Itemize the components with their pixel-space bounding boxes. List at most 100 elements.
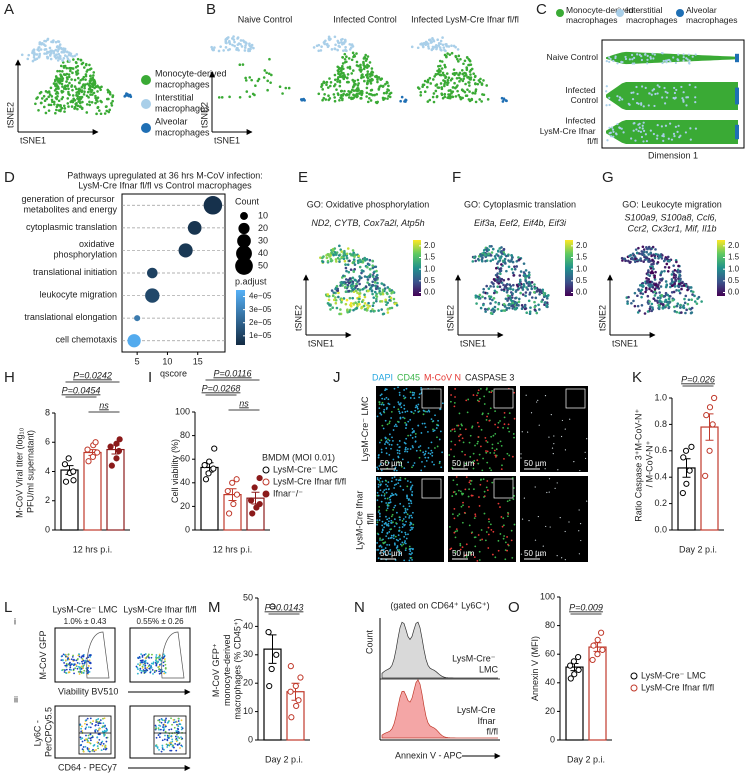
signal — [465, 399, 467, 401]
cell-dot — [475, 88, 478, 91]
signal — [390, 417, 392, 419]
legend-label: LysM-Cre⁻ LMC — [273, 464, 338, 474]
signal — [385, 447, 387, 449]
cell-dot — [386, 81, 389, 84]
legend-dot — [235, 257, 253, 275]
cell-dot — [79, 96, 82, 99]
cell-dot — [507, 297, 510, 300]
cell-dot — [526, 288, 529, 291]
data-point — [712, 395, 717, 400]
signal — [422, 451, 424, 453]
cell-dot — [452, 86, 455, 89]
cell-dot — [329, 308, 332, 311]
y-tick-label: 6 — [45, 437, 50, 447]
signal — [501, 464, 503, 466]
cell-dot — [336, 285, 339, 288]
signal — [513, 437, 515, 439]
signal — [385, 488, 387, 490]
signal — [404, 448, 406, 450]
cell-dot — [46, 38, 49, 41]
cell-dot — [669, 122, 671, 124]
column-title: LysM-Cre Ifnar fl/fl — [123, 604, 196, 614]
cell-dot — [680, 288, 683, 291]
cell-dot — [346, 81, 349, 84]
cell-dot — [444, 50, 447, 53]
event — [177, 728, 179, 730]
event — [91, 750, 93, 752]
data-point — [595, 637, 600, 642]
data-point — [274, 652, 279, 657]
cell-dot — [377, 88, 380, 91]
signal — [388, 517, 390, 519]
cell-dot — [429, 82, 432, 85]
signal — [539, 425, 540, 426]
cell-dot — [517, 304, 520, 307]
cell-dot — [606, 60, 608, 62]
cell-dot — [353, 258, 356, 261]
cell-dot — [685, 309, 688, 312]
signal — [537, 400, 538, 401]
signal — [404, 540, 406, 542]
cell-dot — [86, 83, 89, 86]
signal — [491, 447, 493, 449]
cell-dot — [454, 46, 457, 49]
data-point — [114, 456, 119, 461]
signal — [427, 457, 429, 459]
cell-dot — [537, 303, 540, 306]
cell-dot — [608, 61, 610, 63]
module-title: GO: Cytoplasmic translation — [464, 199, 576, 209]
cell-dot — [645, 251, 648, 254]
signal — [403, 404, 405, 406]
signal — [404, 422, 406, 424]
signal — [458, 435, 460, 437]
column-title: Infected Control — [333, 14, 397, 24]
cell-dot — [667, 270, 670, 273]
signal — [409, 515, 411, 517]
data-point — [90, 454, 95, 459]
event — [151, 667, 153, 669]
y-axis-label: Cell viability (%) — [170, 439, 180, 503]
cell-dot — [56, 105, 59, 108]
cell-dot — [338, 254, 341, 257]
cell-dot — [376, 101, 379, 104]
cell-dot — [370, 99, 373, 102]
event — [171, 724, 173, 726]
signal — [477, 392, 479, 394]
cell-dot — [644, 312, 647, 315]
cell-dot — [46, 57, 49, 60]
cell-dot — [673, 291, 676, 294]
cell-dot — [689, 59, 691, 61]
signal — [385, 502, 387, 504]
cell-dot — [668, 138, 670, 140]
cell-dot — [72, 98, 75, 101]
signal — [406, 496, 408, 498]
cell-dot — [349, 48, 352, 51]
panel-letter: N — [354, 599, 365, 616]
event — [90, 717, 92, 719]
cell-dot — [48, 109, 51, 112]
cell-dot — [696, 302, 699, 305]
cell-dot — [329, 85, 332, 88]
signal — [503, 535, 505, 537]
signal — [405, 512, 407, 514]
panel-letter: A — [4, 1, 14, 18]
cell-dot — [678, 273, 681, 276]
cell-dot — [346, 299, 349, 302]
legend-marker — [631, 685, 637, 691]
signal — [413, 392, 415, 394]
inset — [422, 389, 441, 408]
cell-dot — [332, 295, 335, 298]
event — [158, 666, 160, 668]
cell-dot — [336, 307, 339, 310]
cell-dot — [60, 51, 63, 54]
signal — [406, 497, 408, 499]
legend-swatch — [556, 9, 564, 17]
cell-dot — [503, 260, 506, 263]
cell-dot — [520, 270, 523, 273]
signal — [391, 535, 393, 537]
cell-dot — [388, 299, 391, 302]
signal — [494, 455, 496, 457]
signal — [381, 525, 383, 527]
cell-dot — [633, 57, 635, 59]
signal — [502, 517, 504, 519]
